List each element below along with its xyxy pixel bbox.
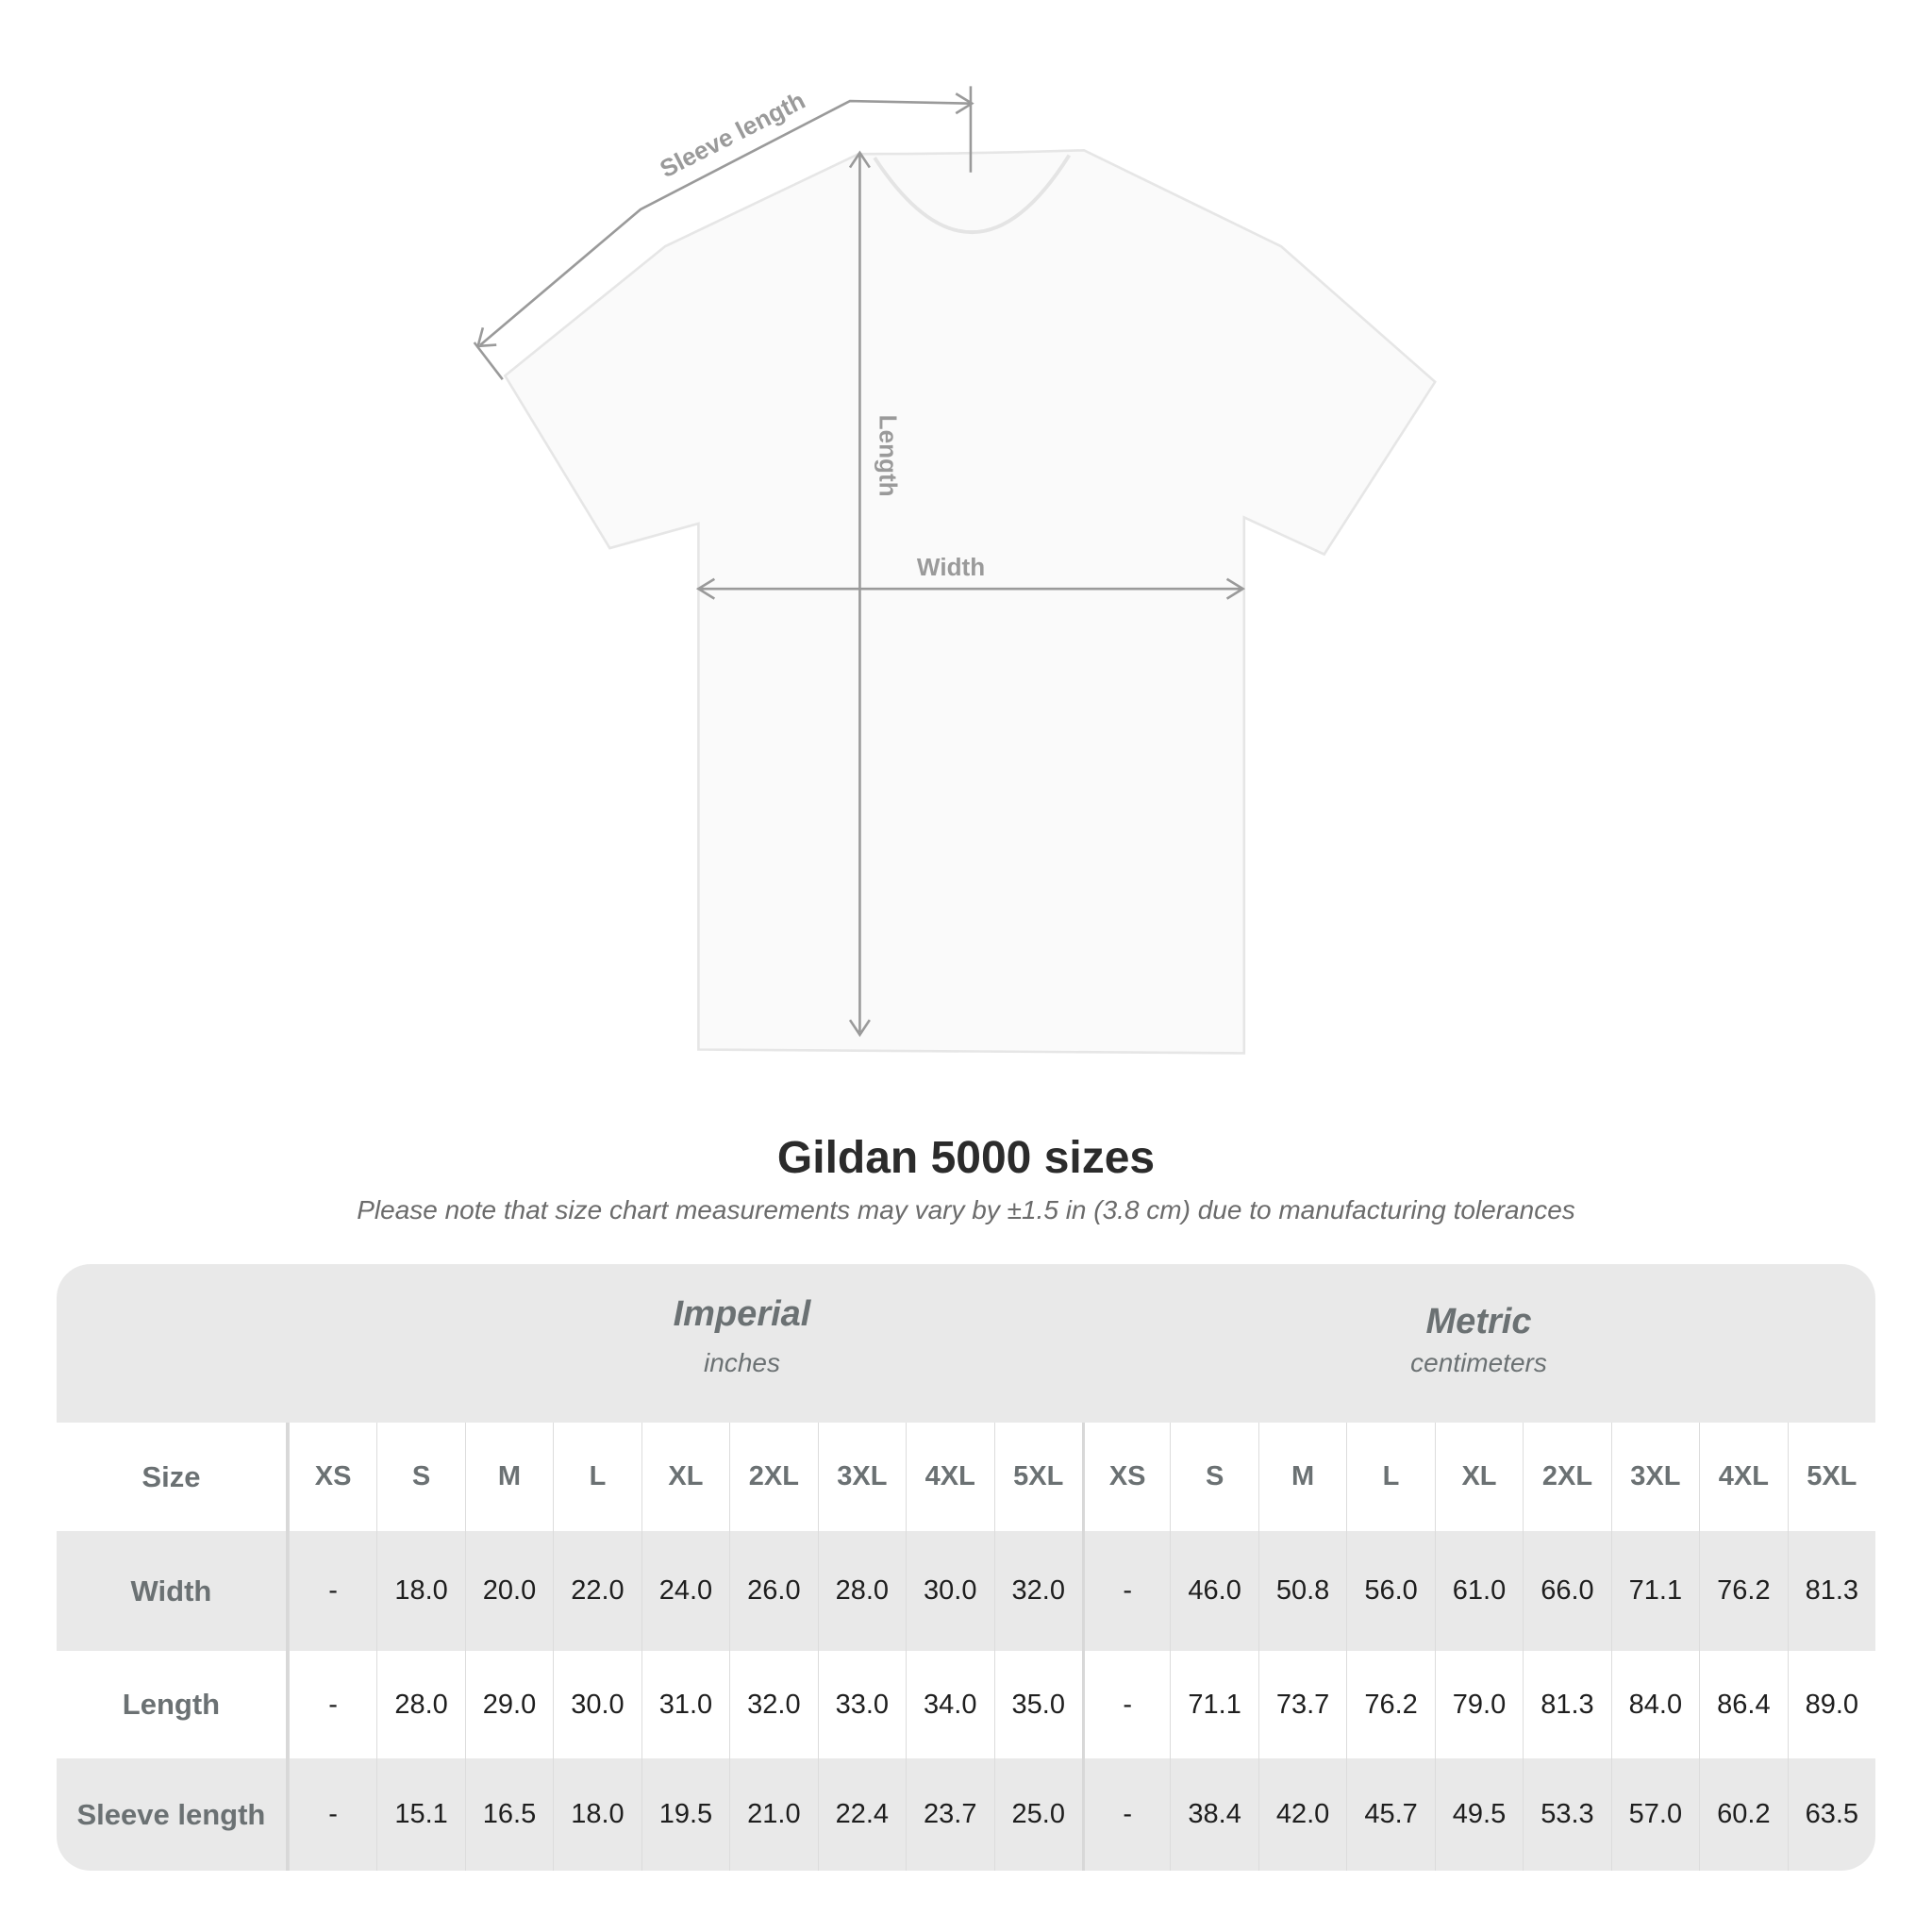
- tshirt-shape: [503, 148, 1437, 1055]
- metric-label: Metric: [1425, 1302, 1532, 1341]
- imperial-value-cell: 26.0: [729, 1531, 817, 1651]
- imperial-header: Imperial inches: [345, 1294, 1139, 1378]
- imperial-value-cell: 23.7: [906, 1758, 993, 1871]
- metric-value-cell: 66.0: [1523, 1531, 1610, 1651]
- imperial-value-cell: 22.0: [553, 1531, 641, 1651]
- metric-value-cell: 76.2: [1699, 1531, 1787, 1651]
- metric-value-cell: 79.0: [1434, 1651, 1523, 1758]
- tshirt-measurement-diagram: Sleeve length Length Width: [473, 86, 1437, 1055]
- metric-value-cell: 60.2: [1699, 1758, 1787, 1871]
- imperial-value-cell: 19.5: [641, 1758, 729, 1871]
- imperial-value-cell: 22.4: [817, 1758, 906, 1871]
- imperial-size-M: M: [464, 1423, 553, 1531]
- table-row: Length -28.0 29.0 30.0 31.0 32.0 33.0 34.0 35.0-…: [57, 1651, 1875, 1758]
- row-label: Sleeve length: [57, 1758, 289, 1871]
- imperial-value-cell: -: [288, 1651, 376, 1758]
- metric-value-cell: -: [1081, 1651, 1170, 1758]
- imperial-size-S: S: [376, 1423, 464, 1531]
- metric-value-cell: 71.1: [1610, 1531, 1699, 1651]
- imperial-value-cell: 31.0: [641, 1651, 729, 1758]
- metric-header: Metric centimeters: [1082, 1302, 1875, 1378]
- imperial-value-cell: 30.0: [553, 1651, 641, 1758]
- imperial-size-5XL: 5XL: [993, 1423, 1082, 1531]
- metric-value-cell: 63.5: [1787, 1758, 1875, 1871]
- imperial-value-cell: 18.0: [553, 1758, 641, 1871]
- metric-size-2XL: 2XL: [1523, 1423, 1610, 1531]
- imperial-value-cell: 24.0: [641, 1531, 729, 1651]
- metric-value-cell: 73.7: [1257, 1651, 1346, 1758]
- metric-size-M: M: [1257, 1423, 1346, 1531]
- imperial-value-cell: 32.0: [993, 1531, 1082, 1651]
- imperial-size-XS: XS: [288, 1423, 376, 1531]
- imperial-value-cell: 33.0: [817, 1651, 906, 1758]
- imperial-value-cell: 21.0: [729, 1758, 817, 1871]
- size-header-row: Size XS S M L XL 2XL 3XL 4XL 5XL XS S M L XL 2XL 3XL 4XL 5…: [57, 1423, 1875, 1531]
- size-header-label: Size: [57, 1423, 289, 1531]
- imperial-size-2XL: 2XL: [729, 1423, 817, 1531]
- imperial-value-cell: 28.0: [376, 1651, 464, 1758]
- metric-value-cell: 45.7: [1346, 1758, 1434, 1871]
- imperial-size-L: L: [553, 1423, 641, 1531]
- imperial-value-cell: 30.0: [906, 1531, 993, 1651]
- metric-size-XL: XL: [1434, 1423, 1523, 1531]
- imperial-size-XL: XL: [641, 1423, 729, 1531]
- imperial-value-cell: 25.0: [993, 1758, 1082, 1871]
- metric-value-cell: -: [1081, 1758, 1170, 1871]
- tolerance-note: Please note that size chart measurements…: [357, 1195, 1575, 1224]
- metric-size-L: L: [1346, 1423, 1434, 1531]
- imperial-size-4XL: 4XL: [906, 1423, 993, 1531]
- metric-size-S: S: [1170, 1423, 1257, 1531]
- imperial-value-cell: 16.5: [464, 1758, 553, 1871]
- metric-size-3XL: 3XL: [1610, 1423, 1699, 1531]
- row-label: Length: [57, 1651, 289, 1758]
- metric-value-cell: 61.0: [1434, 1531, 1523, 1651]
- size-table: Imperial inches Metric centimeters Size X…: [57, 1264, 1875, 1871]
- metric-unit: centimeters: [1410, 1348, 1547, 1377]
- imperial-value-cell: 34.0: [906, 1651, 993, 1758]
- width-label: Width: [917, 553, 985, 581]
- imperial-value-cell: -: [288, 1531, 376, 1651]
- metric-value-cell: 46.0: [1170, 1531, 1257, 1651]
- imperial-value-cell: 28.0: [817, 1531, 906, 1651]
- metric-value-cell: 76.2: [1346, 1651, 1434, 1758]
- length-label: Length: [874, 415, 902, 497]
- metric-value-cell: 42.0: [1257, 1758, 1346, 1871]
- metric-value-cell: 81.3: [1787, 1531, 1875, 1651]
- table-row: Sleeve length -15.1 16.5 18.0 19.5 21.0 22.4 23…: [57, 1758, 1875, 1871]
- imperial-value-cell: 35.0: [993, 1651, 1082, 1758]
- imperial-size-3XL: 3XL: [817, 1423, 906, 1531]
- imperial-value-cell: 32.0: [729, 1651, 817, 1758]
- metric-value-cell: 71.1: [1170, 1651, 1257, 1758]
- metric-value-cell: 50.8: [1257, 1531, 1346, 1651]
- imperial-value-cell: 15.1: [376, 1758, 464, 1871]
- imperial-label: Imperial: [673, 1294, 811, 1334]
- metric-value-cell: 84.0: [1610, 1651, 1699, 1758]
- metric-value-cell: 89.0: [1787, 1651, 1875, 1758]
- metric-value-cell: 56.0: [1346, 1531, 1434, 1651]
- metric-value-cell: 49.5: [1434, 1758, 1523, 1871]
- metric-size-5XL: 5XL: [1787, 1423, 1875, 1531]
- metric-size-4XL: 4XL: [1699, 1423, 1787, 1531]
- imperial-value-cell: -: [288, 1758, 376, 1871]
- imperial-value-cell: 20.0: [464, 1531, 553, 1651]
- collar: [873, 154, 1072, 235]
- sleeve-line: [479, 86, 973, 346]
- metric-value-cell: 53.3: [1523, 1758, 1610, 1871]
- metric-value-cell: 86.4: [1699, 1651, 1787, 1758]
- table-row: Width -18.0 20.0 22.0 24.0 26.0 28.0 30.0 32.0-4…: [57, 1531, 1875, 1651]
- measurement-lines: [473, 86, 1246, 1038]
- row-label: Width: [57, 1531, 289, 1651]
- metric-value-cell: 81.3: [1523, 1651, 1610, 1758]
- page-title: Gildan 5000 sizes: [776, 1133, 1156, 1183]
- metric-size-XS: XS: [1081, 1423, 1170, 1531]
- imperial-value-cell: 18.0: [376, 1531, 464, 1651]
- imperial-unit: inches: [704, 1348, 780, 1377]
- metric-value-cell: 38.4: [1170, 1758, 1257, 1871]
- imperial-value-cell: 29.0: [464, 1651, 553, 1758]
- metric-value-cell: -: [1081, 1531, 1170, 1651]
- metric-value-cell: 57.0: [1610, 1758, 1699, 1871]
